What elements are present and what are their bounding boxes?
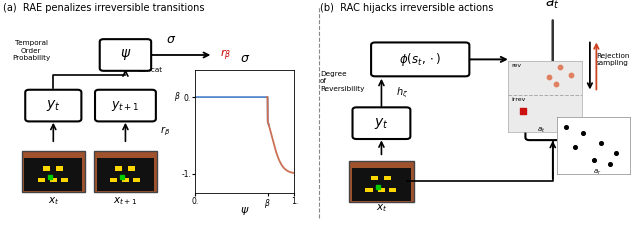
Bar: [56, 166, 63, 171]
Text: $\beta$: $\beta$: [174, 90, 180, 103]
Bar: [378, 188, 385, 192]
Bar: [38, 178, 45, 182]
Text: $y_t$: $y_t$: [46, 98, 61, 113]
Text: Rejection
sampling: Rejection sampling: [596, 52, 629, 66]
Text: Temporal
Order
Probability: Temporal Order Probability: [12, 40, 51, 61]
FancyBboxPatch shape: [94, 151, 157, 192]
Text: $\sigma$: $\sigma$: [240, 52, 250, 65]
Bar: [389, 188, 396, 192]
Text: $x_{t+1}$: $x_{t+1}$: [113, 195, 138, 207]
Text: Concat: Concat: [138, 67, 163, 73]
Text: $a_t$: $a_t$: [537, 125, 545, 135]
Bar: [122, 178, 129, 182]
FancyBboxPatch shape: [25, 90, 81, 121]
Point: [561, 125, 571, 129]
Bar: [115, 166, 122, 171]
Bar: [352, 168, 411, 201]
FancyBboxPatch shape: [525, 106, 580, 140]
Point: [551, 82, 561, 86]
FancyBboxPatch shape: [95, 90, 156, 121]
Bar: [50, 178, 57, 182]
Bar: [365, 188, 372, 192]
Point: [554, 65, 564, 68]
Text: $y_{t+1}$: $y_{t+1}$: [111, 99, 140, 113]
Bar: [97, 158, 154, 191]
Bar: [24, 158, 82, 191]
Text: $r_\beta$: $r_\beta$: [161, 125, 170, 138]
Point: [570, 145, 580, 149]
Text: $a_r$: $a_r$: [593, 168, 602, 177]
Bar: [61, 178, 68, 182]
Bar: [128, 166, 135, 171]
Text: $r_\beta$: $r_\beta$: [220, 47, 231, 63]
Text: (b)  RAC hijacks irreversible actions: (b) RAC hijacks irreversible actions: [320, 3, 493, 13]
Text: $a_t$: $a_t$: [545, 0, 560, 11]
Text: rev: rev: [512, 63, 522, 68]
FancyBboxPatch shape: [100, 39, 151, 71]
Bar: [371, 176, 378, 180]
Point: [611, 151, 621, 154]
Text: $\psi$: $\psi$: [240, 205, 250, 217]
Bar: [110, 178, 117, 182]
Point: [543, 75, 554, 78]
Bar: [384, 176, 392, 180]
Text: $x_t$: $x_t$: [376, 202, 387, 214]
Point: [566, 73, 576, 77]
Text: $\sigma$: $\sigma$: [166, 33, 176, 46]
Text: irrev: irrev: [512, 97, 526, 102]
Text: $\phi(s_t, \cdot)$: $\phi(s_t, \cdot)$: [399, 51, 441, 68]
FancyBboxPatch shape: [371, 42, 469, 76]
Bar: [133, 178, 140, 182]
Point: [588, 158, 598, 162]
Point: [596, 141, 606, 145]
Text: $\pi$: $\pi$: [547, 116, 558, 130]
Point: [518, 109, 528, 113]
Text: $\psi$: $\psi$: [120, 48, 131, 62]
Point: [605, 162, 615, 166]
FancyBboxPatch shape: [353, 107, 410, 139]
Text: $x_t$: $x_t$: [47, 195, 59, 207]
FancyBboxPatch shape: [349, 161, 414, 202]
Text: $h_\zeta$: $h_\zeta$: [396, 85, 408, 100]
Bar: [43, 166, 50, 171]
Text: Degree
of
Reversibility: Degree of Reversibility: [320, 71, 364, 92]
Text: (a)  RAE penalizes irreversible transitions: (a) RAE penalizes irreversible transitio…: [3, 3, 205, 13]
FancyBboxPatch shape: [22, 151, 84, 192]
Text: $y_t$: $y_t$: [374, 116, 388, 131]
Point: [577, 131, 588, 135]
